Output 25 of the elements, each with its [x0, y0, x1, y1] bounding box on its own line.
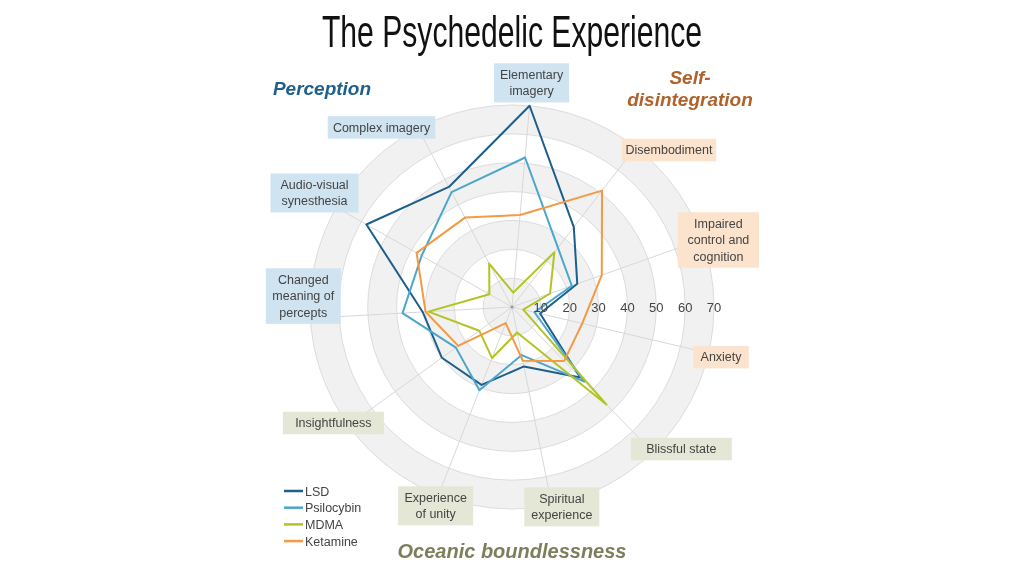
text: Oceanic boundlessness [397, 540, 627, 562]
spoke-label: Changed meaning of percepts [272, 272, 335, 320]
chart-title: The Psychedelic Experience [321, 7, 703, 57]
legend-label: Psilocybin [305, 501, 362, 516]
y-tick-label: 70 [706, 300, 722, 315]
legend-label: LSD [305, 484, 330, 499]
y-tick-label: 40 [620, 300, 635, 315]
legend-label: Ketamine [305, 534, 358, 549]
y-tick-label: 60 [677, 300, 693, 315]
spoke-label: Disembodiment [625, 143, 713, 158]
spoke-label: Insightfulness [295, 416, 372, 431]
spoke-label: Complex imagery [332, 120, 431, 135]
spoke-label: Experience of unity [404, 490, 467, 522]
text: Perception [272, 78, 372, 99]
spoke-label: Anxiety [700, 350, 743, 365]
spoke-label: Elementary imagery [499, 67, 564, 99]
text: Self-disintegration [627, 66, 753, 111]
y-tick-label: 50 [649, 300, 664, 315]
y-tick-label: 30 [591, 300, 606, 315]
spoke-label: Spiritual experience [531, 491, 593, 523]
spoke-label: Audio-visual synesthesia [280, 177, 349, 209]
legend-label: MDMA [305, 517, 344, 532]
spoke-label: Impaired control and cognition [687, 216, 750, 264]
y-tick-label: 20 [562, 300, 577, 315]
spoke-label: Blissful state [646, 442, 717, 457]
